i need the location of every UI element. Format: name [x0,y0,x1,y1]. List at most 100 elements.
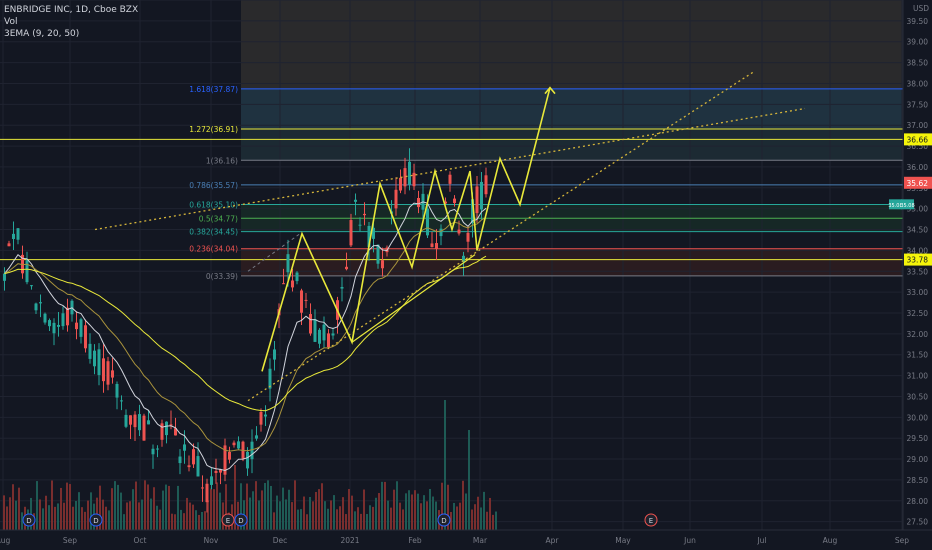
candle-body [462,255,465,263]
volume-bar [366,513,368,530]
volume-bar [357,507,359,530]
volume-bar [267,480,269,530]
volume-bar [297,509,299,530]
volume-bar [405,493,407,530]
x-tick-label: 2021 [340,536,359,545]
y-tick-label: 34.00 [907,246,929,255]
volume-bar [426,501,428,530]
x-tick-label: May [615,536,631,545]
candle-body [192,449,195,465]
volume-bar [87,500,89,530]
volume-bar [384,481,386,530]
volume-bar [225,484,227,530]
event-marker-label: D [441,517,446,525]
symbol-title[interactable]: ENBRIDGE INC, 1D, Cboe BZX [4,5,139,15]
candle-body [124,414,128,427]
fib-zone-top [241,0,903,89]
volume-bar [36,481,38,530]
volume-bar [168,485,170,530]
volume-bar [171,513,173,530]
volume-bar [39,499,41,530]
candle-body [88,343,92,359]
volume-bar [459,502,461,530]
volume-bar [132,489,134,530]
ema-label[interactable]: 3EMA (9, 20, 50) [4,29,80,39]
y-tick-label: 31.00 [907,372,929,381]
candle-body [358,224,362,226]
volume-bar [309,496,311,530]
candle-body [7,243,11,247]
candle-body [12,233,15,239]
candle-body [52,322,56,334]
volume-bar [180,509,182,530]
volume-bar [471,509,473,530]
volume-bar [210,488,212,530]
y-tick-label: 35.00 [907,205,929,214]
event-marker-e [221,513,235,527]
volume-bar [480,507,482,530]
volume-bar [252,491,254,530]
candle-body [196,456,200,477]
volume-bar [9,497,11,530]
candle-body [471,199,474,224]
currency-label: USD [913,4,929,13]
volume-bar [54,506,56,530]
candle-body [160,423,164,440]
candle-body [381,260,384,269]
volume-bar [474,504,476,530]
trendlines [94,70,806,402]
volume-bar [276,495,278,530]
y-tick-label: 28.00 [907,497,929,506]
candle-body [165,421,168,436]
price-badge-label: 36.66 [907,135,929,144]
candle-body [205,483,209,503]
volume-bar [291,502,293,530]
event-marker-d [22,513,36,527]
candle-body [399,177,402,191]
volume-bar [153,487,155,530]
x-tick-label: Jul [756,536,766,545]
event-marker-d [437,513,451,527]
y-tick-label: 38.50 [907,59,929,68]
candle-body [133,414,137,428]
candle-body [156,448,159,450]
event-marker-label: D [238,517,243,525]
volume-bar [6,506,8,530]
volume-bar [162,490,164,530]
candle-body [210,476,213,485]
x-tick-label: Aug [823,536,838,545]
indicator-badge-label: 35.08 [900,203,914,209]
volume-bar [108,510,110,530]
y-tick-label: 38.00 [907,79,929,88]
volume-bar [387,500,389,530]
aux-trendline [247,233,301,272]
volume-bar [423,495,425,530]
candle-body [291,280,294,288]
indicator-badge-label: 35.08 [888,203,902,209]
volume-bar [177,485,179,530]
volume-bar [111,488,113,530]
candle-body [255,435,258,439]
candle-body [349,220,353,246]
volume-bar [414,490,416,530]
volume-bar [18,487,20,530]
volume-label[interactable]: Vol [4,17,18,27]
y-tick-label: 39.00 [907,38,929,47]
volume-bar [255,481,257,530]
candle-body [309,314,312,334]
volume-bar [312,501,314,530]
volume-bar [288,489,290,530]
volume-bar [144,480,146,530]
event-markers: DDEDEDE [22,513,658,527]
support-curve [351,254,476,343]
candle-body [214,470,218,473]
volume-bar [300,509,302,530]
candle-body [363,213,366,216]
fib-retracement: 1.618(37.87) 1.272(36.91) 1(36.16) 0.786(35… [189,85,903,281]
candle-body [183,444,186,451]
candle-body [237,441,240,449]
y-tick-label: 30.50 [907,392,929,401]
fib-zone-upper [241,128,903,161]
candle-body [39,302,42,304]
